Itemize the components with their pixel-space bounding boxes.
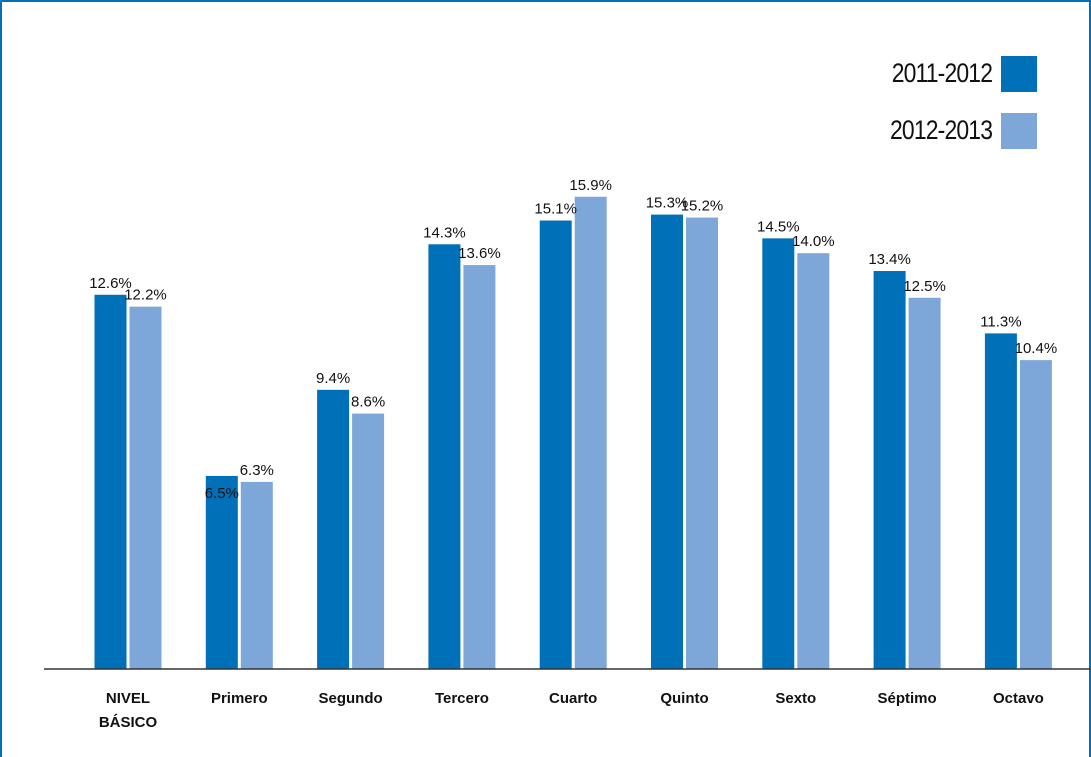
category-label-7: Séptimo — [878, 690, 937, 707]
bar-2011-2012-7 — [873, 271, 906, 669]
value-label-2012-2013-7: 12.5% — [903, 278, 946, 295]
value-label-2012-2013-3: 13.6% — [458, 245, 501, 262]
value-label-2011-2012-6: 14.5% — [757, 218, 800, 235]
value-label-2011-2012-7: 13.4% — [868, 251, 911, 268]
value-label-2012-2013-5: 15.2% — [681, 198, 724, 215]
category-label-6: Sexto — [775, 690, 816, 707]
category-label-0: NIVEL BÁSICO — [99, 690, 158, 731]
category-label-2: Segundo — [319, 690, 383, 707]
category-label-1: Primero — [211, 690, 268, 707]
bar-2012-2013-5 — [686, 217, 718, 669]
bar-2012-2013-2 — [352, 413, 385, 669]
legend-label-2011-2012: 2011-2012 — [891, 58, 993, 88]
legend-label-2012-2013: 2012-2013 — [889, 115, 993, 145]
category-label-5: Quinto — [660, 690, 708, 707]
category-label-3: Tercero — [435, 690, 489, 707]
value-label-2011-2012-2: 9.4% — [316, 370, 350, 387]
bar-2012-2013-1 — [240, 481, 273, 669]
bar-2011-2012-4 — [539, 220, 572, 669]
value-label-2011-2012-3: 14.3% — [423, 224, 466, 241]
bar-2011-2012-3 — [428, 244, 461, 670]
category-label-8: Octavo — [993, 690, 1044, 707]
value-label-2012-2013-2: 8.6% — [351, 394, 385, 411]
bar-2011-2012-2 — [317, 389, 350, 669]
bar-2011-2012-1 — [205, 475, 238, 669]
value-label-2012-2013-8: 10.4% — [1015, 340, 1058, 357]
bar-2012-2013-3 — [463, 265, 496, 669]
value-label-2011-2012-5: 15.3% — [646, 195, 689, 212]
bar-2011-2012-0 — [94, 294, 127, 669]
legend-swatch-2012-2013 — [1001, 113, 1037, 149]
legend-swatch-2011-2012 — [1001, 56, 1037, 92]
value-label-2011-2012-4: 15.1% — [534, 201, 577, 218]
value-label-2011-2012-0: 12.6% — [89, 275, 132, 292]
bar-2011-2012-5 — [651, 214, 683, 669]
bar-2012-2013-7 — [908, 297, 941, 669]
bar-2011-2012-8 — [984, 333, 1017, 669]
bar-2012-2013-0 — [129, 306, 162, 669]
value-label-2011-2012-8: 11.3% — [980, 313, 1021, 330]
category-label-4: Cuarto — [549, 690, 597, 707]
bar-2012-2013-8 — [1019, 360, 1052, 669]
bar-2011-2012-6 — [762, 238, 795, 669]
value-label-2012-2013-6: 14.0% — [792, 233, 835, 250]
value-label-2012-2013-4: 15.9% — [569, 177, 612, 194]
bar-2012-2013-6 — [797, 253, 830, 669]
value-label-2011-2012-1: 6.5% — [205, 485, 239, 502]
value-label-2012-2013-1: 6.3% — [240, 462, 274, 479]
bar-2012-2013-4 — [574, 196, 607, 669]
value-label-2012-2013-0: 12.2% — [124, 287, 167, 304]
